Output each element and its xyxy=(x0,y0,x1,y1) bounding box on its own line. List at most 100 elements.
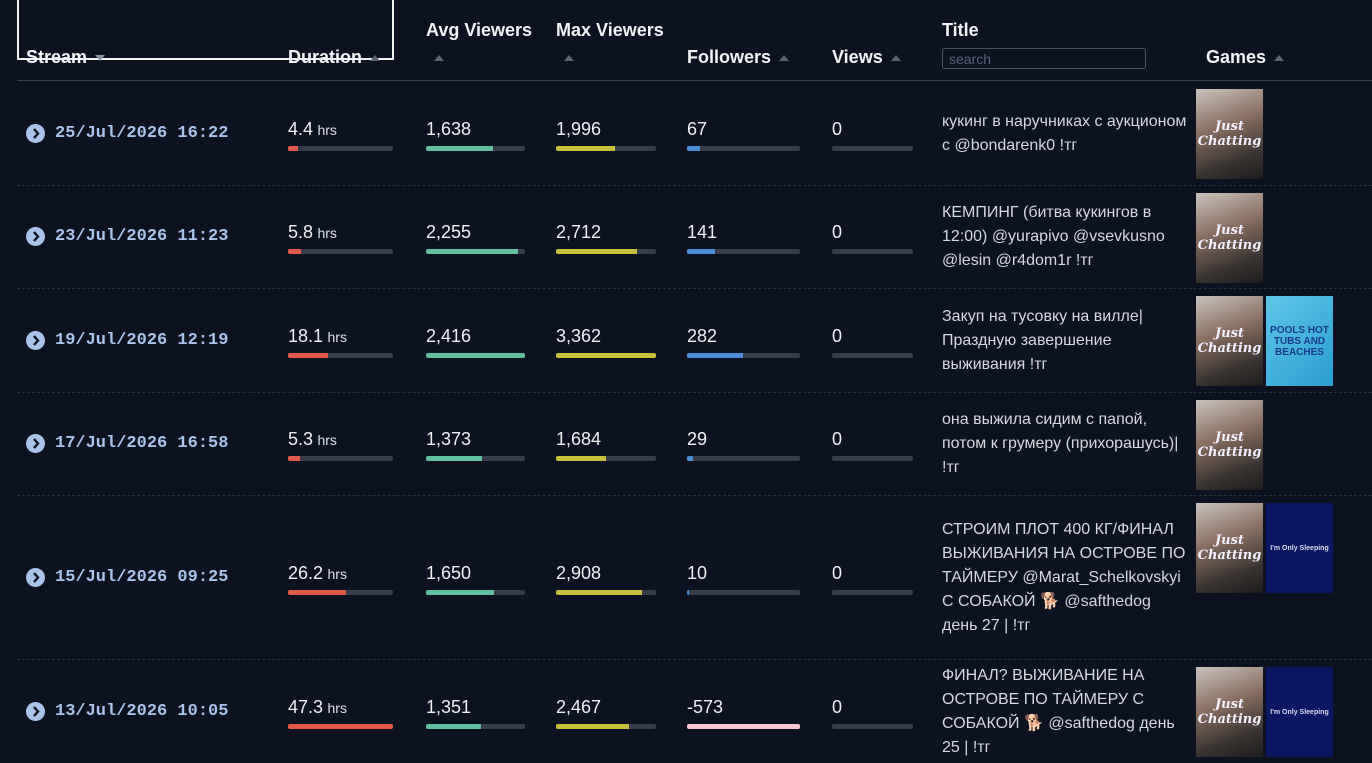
bar xyxy=(687,249,715,254)
bar xyxy=(288,723,393,729)
views-value: 0 xyxy=(832,118,843,139)
bar xyxy=(556,723,630,729)
games-header[interactable]: Games xyxy=(1206,44,1285,71)
followers-cell: 141 xyxy=(687,222,717,243)
avg-viewers-header[interactable]: Avg Viewers xyxy=(426,17,536,71)
bar-track xyxy=(426,723,525,729)
sort-icon xyxy=(370,55,380,62)
max-viewers-cell: 2,908 xyxy=(556,563,601,584)
bar-track xyxy=(426,456,525,461)
views-header[interactable]: Views xyxy=(832,44,901,71)
bar xyxy=(288,352,329,358)
expand-icon[interactable] xyxy=(26,123,45,143)
avg-viewers-cell: 1,351 xyxy=(426,697,471,718)
bar-track xyxy=(832,249,913,254)
bar xyxy=(556,589,643,595)
max-viewers-cell: 3,362 xyxy=(556,326,601,347)
avg-viewers-value: 1,373 xyxy=(426,429,472,449)
followers-value: 29 xyxy=(687,429,708,449)
stream-title: СТРОИМ ПЛОТ 400 КГ/ФИНАЛ ВЫЖИВАНИЯ НА ОС… xyxy=(942,520,1186,634)
game-thumbnail[interactable]: Just Chatting xyxy=(1196,296,1263,386)
stream-date: 25/Jul/2026 16:22 xyxy=(55,123,229,143)
followers-value: 282 xyxy=(687,325,718,346)
followers-header[interactable]: Followers xyxy=(687,44,790,71)
max-viewers-cell: 1,996 xyxy=(556,119,601,140)
game-thumbnail[interactable]: Just Chatting xyxy=(1196,193,1263,283)
bar xyxy=(288,249,301,254)
chevron xyxy=(33,705,40,717)
sort-icon xyxy=(1274,55,1285,62)
views-value: 0 xyxy=(832,222,843,242)
stream-title: ФИНАЛ? ВЫЖИВАНИЕ НА ОСТРОВЕ ПО ТАЙМЕРУ С… xyxy=(942,666,1175,756)
duration-unit: hrs xyxy=(317,121,337,138)
bar-track xyxy=(832,352,913,358)
avg-viewers-value: 1,638 xyxy=(426,118,472,139)
bar-track xyxy=(832,456,913,461)
followers-value: 141 xyxy=(687,222,718,242)
views-cell: 0 xyxy=(832,119,842,140)
search-input[interactable]: search xyxy=(942,48,1146,69)
stream-title: КЕМПИНГ (битва кукингов в 12:00) @yurapi… xyxy=(942,204,1165,269)
duration-value: 4.4 xyxy=(288,118,314,139)
duration-cell: 5.3 hrs xyxy=(288,429,337,450)
max-viewers-value: 1,684 xyxy=(556,429,602,449)
expand-icon[interactable] xyxy=(26,701,45,721)
bar-track xyxy=(288,456,393,461)
sort-icon xyxy=(890,55,901,62)
avg-viewers-value: 2,255 xyxy=(426,222,472,242)
expand-icon[interactable] xyxy=(26,434,45,453)
chevron xyxy=(33,231,40,242)
bar-track xyxy=(288,723,393,729)
game-thumbnail[interactable]: POOLS HOT TUBS AND BEACHES xyxy=(1266,296,1333,386)
game-thumbnail[interactable]: I'm Only Sleeping xyxy=(1266,667,1333,757)
avg-viewers-value: 1,351 xyxy=(426,696,472,717)
expand-icon[interactable] xyxy=(26,330,45,350)
max-viewers-cell: 2,712 xyxy=(556,222,601,243)
game-thumbnail[interactable]: I'm Only Sleeping xyxy=(1266,503,1333,593)
title-header: Title xyxy=(942,20,979,40)
bar xyxy=(556,249,637,254)
bar xyxy=(556,456,607,461)
max-viewers-header[interactable]: Max Viewers xyxy=(556,17,666,71)
bar-track xyxy=(426,249,525,254)
bar-track xyxy=(556,456,656,461)
game-thumbnail[interactable]: Just Chatting xyxy=(1196,89,1263,179)
bar-track xyxy=(556,723,656,729)
chevron xyxy=(33,127,40,139)
duration-value: 26.2 xyxy=(288,562,324,583)
bar-track xyxy=(687,352,800,358)
duration-unit: hrs xyxy=(327,328,347,345)
bar-track xyxy=(832,723,913,729)
bar-track xyxy=(556,249,656,254)
stream-header[interactable]: Stream xyxy=(26,44,106,71)
sort-icon xyxy=(95,55,106,62)
expand-icon[interactable] xyxy=(26,227,45,246)
expand-icon[interactable] xyxy=(26,567,45,587)
duration-header[interactable]: Duration xyxy=(288,44,380,71)
views-cell: 0 xyxy=(832,697,842,718)
avg-viewers-value: 2,416 xyxy=(426,325,472,346)
game-thumbnail[interactable]: Just Chatting xyxy=(1196,667,1263,757)
row-separator xyxy=(17,392,1372,393)
bar-track xyxy=(288,352,393,358)
game-thumbnail[interactable]: Just Chatting xyxy=(1196,400,1263,490)
bar-track xyxy=(288,589,393,595)
header-text: Views xyxy=(832,47,883,67)
duration-unit: hrs xyxy=(317,225,337,241)
followers-cell: -573 xyxy=(687,697,723,718)
bar xyxy=(288,589,347,595)
header-text: Avg Viewers xyxy=(426,20,533,40)
focus-outline xyxy=(17,0,394,60)
bar xyxy=(426,589,494,595)
avg-viewers-cell: 1,638 xyxy=(426,119,471,140)
sort-icon xyxy=(779,55,790,62)
views-cell: 0 xyxy=(832,326,842,347)
game-thumbnail[interactable]: Just Chatting xyxy=(1196,503,1263,593)
bar-track xyxy=(687,249,800,254)
bar xyxy=(687,456,693,461)
avg-viewers-cell: 1,650 xyxy=(426,563,471,584)
max-viewers-value: 3,362 xyxy=(556,325,602,346)
bar xyxy=(426,352,525,358)
bar xyxy=(556,145,616,151)
